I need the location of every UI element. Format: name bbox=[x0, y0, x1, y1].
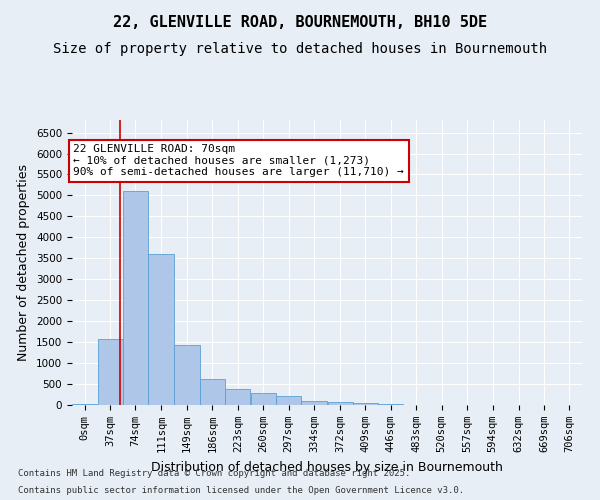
Text: 22 GLENVILLE ROAD: 70sqm
← 10% of detached houses are smaller (1,273)
90% of sem: 22 GLENVILLE ROAD: 70sqm ← 10% of detach… bbox=[73, 144, 404, 178]
Text: Contains public sector information licensed under the Open Government Licence v3: Contains public sector information licen… bbox=[18, 486, 464, 495]
Text: 22, GLENVILLE ROAD, BOURNEMOUTH, BH10 5DE: 22, GLENVILLE ROAD, BOURNEMOUTH, BH10 5D… bbox=[113, 15, 487, 30]
Bar bbox=[276, 396, 301, 405]
Bar bbox=[225, 389, 250, 405]
Bar bbox=[148, 254, 174, 405]
Bar bbox=[98, 339, 122, 405]
Bar bbox=[379, 404, 403, 405]
X-axis label: Distribution of detached houses by size in Bournemouth: Distribution of detached houses by size … bbox=[151, 460, 503, 473]
Bar bbox=[251, 394, 275, 405]
Bar bbox=[123, 191, 148, 405]
Y-axis label: Number of detached properties: Number of detached properties bbox=[17, 164, 31, 361]
Bar bbox=[175, 345, 199, 405]
Bar bbox=[301, 401, 327, 405]
Bar bbox=[328, 402, 353, 405]
Bar bbox=[72, 404, 97, 405]
Text: Size of property relative to detached houses in Bournemouth: Size of property relative to detached ho… bbox=[53, 42, 547, 56]
Bar bbox=[353, 404, 378, 405]
Text: Contains HM Land Registry data © Crown copyright and database right 2025.: Contains HM Land Registry data © Crown c… bbox=[18, 468, 410, 477]
Bar bbox=[200, 379, 225, 405]
